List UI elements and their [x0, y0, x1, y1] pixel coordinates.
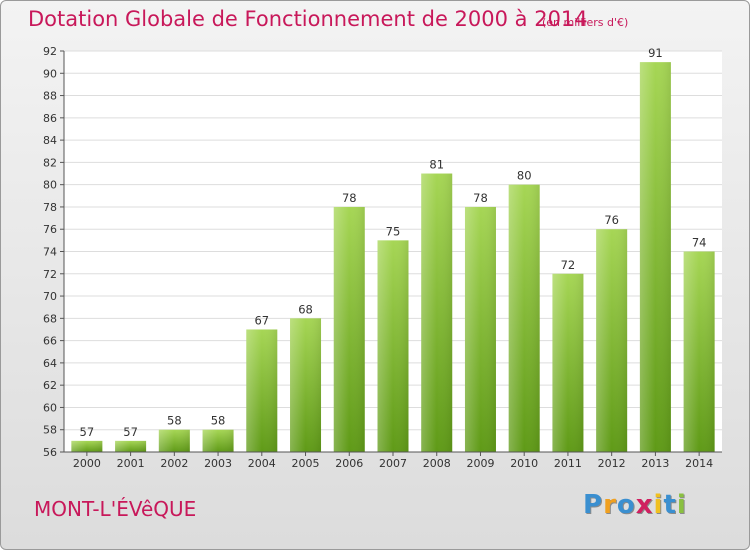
x-tick-label: 2000	[73, 457, 101, 470]
bar-shading	[552, 273, 584, 452]
bar-value-label: 78	[342, 191, 357, 205]
y-tick-label: 70	[43, 290, 57, 303]
bar-shading	[639, 62, 671, 453]
x-tick-label: 2005	[292, 457, 320, 470]
y-tick-label: 64	[43, 357, 57, 370]
bar-shading	[158, 429, 190, 452]
y-tick-label: 88	[43, 90, 57, 103]
x-tick-label: 2008	[423, 457, 451, 470]
x-tick-label: 2009	[466, 457, 494, 470]
logo-letter: r	[603, 490, 617, 520]
bar-value-label: 67	[254, 313, 269, 327]
bar-shading	[246, 329, 278, 452]
chart-subtitle: (en milliers d'€)	[542, 16, 629, 29]
bar-shading	[508, 184, 540, 452]
commune-name: MONT-L'ÉVêQUE	[34, 497, 197, 521]
bar-value-label: 57	[123, 425, 138, 439]
x-tick-label: 2007	[379, 457, 407, 470]
bar-chart: 57 57 58 58 67 68 78 75 81 78 80 72 76 91 74 56 58 60 62 6…	[43, 45, 722, 470]
bar-value-label: 91	[648, 46, 663, 60]
logo-letter: i	[676, 490, 687, 520]
bar-shading	[202, 429, 234, 452]
bar-value-label: 58	[211, 414, 226, 428]
y-tick-label: 80	[43, 179, 57, 192]
y-tick-label: 68	[43, 312, 57, 325]
y-tick-label: 66	[43, 335, 57, 348]
bar-shading	[596, 229, 628, 452]
y-tick-label: 74	[43, 246, 57, 259]
x-tick-label: 2006	[335, 457, 363, 470]
y-tick-label: 62	[43, 379, 57, 392]
bar-shading	[377, 240, 409, 452]
bar-shading	[421, 173, 453, 452]
x-tick-label: 2012	[598, 457, 626, 470]
bar-value-label: 68	[298, 302, 313, 316]
bar-value-label: 76	[604, 213, 619, 227]
x-tick-label: 2010	[510, 457, 538, 470]
bar-value-label: 72	[561, 258, 576, 272]
axes: 56 58 60 62 64 66 68 70 72 74 76 78 80 82 84 86 88 90 92 20…	[43, 45, 722, 470]
x-tick-label: 2011	[554, 457, 582, 470]
bar-value-label: 80	[517, 169, 532, 183]
logo-letter: P	[583, 490, 604, 520]
logo-letter: o	[616, 490, 636, 520]
bar-value-label: 78	[473, 191, 488, 205]
bar-shading	[290, 318, 322, 452]
logo-letter: x	[635, 490, 654, 520]
y-tick-label: 78	[43, 201, 57, 214]
bar-value-label: 58	[167, 414, 182, 428]
bar-shading	[115, 440, 147, 452]
x-tick-label: 2002	[160, 457, 188, 470]
logo-letter: t	[663, 490, 677, 520]
y-tick-label: 90	[43, 67, 57, 80]
bar-value-label: 57	[80, 425, 95, 439]
chart-title: Dotation Globale de Fonctionnement de 20…	[28, 7, 588, 31]
y-tick-label: 86	[43, 112, 57, 125]
y-tick-label: 58	[43, 424, 57, 437]
x-tick-label: 2003	[204, 457, 232, 470]
y-tick-label: 82	[43, 156, 57, 169]
logo-letter: i	[653, 490, 664, 520]
bar-value-label: 81	[429, 158, 444, 172]
y-tick-label: 76	[43, 223, 57, 236]
bar-value-label: 75	[386, 224, 401, 238]
bar-shading	[71, 440, 103, 452]
bar-shading	[683, 251, 715, 452]
x-tick-label: 2013	[641, 457, 669, 470]
x-tick-label: 2004	[248, 457, 276, 470]
bar-value-label: 74	[692, 236, 707, 250]
y-tick-label: 92	[43, 45, 57, 58]
bar-shading	[464, 206, 496, 452]
y-tick-label: 72	[43, 268, 57, 281]
y-tick-label: 60	[43, 401, 57, 414]
x-tick-label: 2001	[117, 457, 145, 470]
bars: 57 57 58 58 67 68 78 75 81 78 80 72 76 91 74	[71, 46, 715, 453]
proxiti-logo[interactable]: Proxiti	[583, 490, 687, 520]
y-tick-label: 84	[43, 134, 57, 147]
y-tick-label: 56	[43, 446, 57, 459]
bar-shading	[333, 206, 365, 452]
x-tick-label: 2014	[685, 457, 713, 470]
